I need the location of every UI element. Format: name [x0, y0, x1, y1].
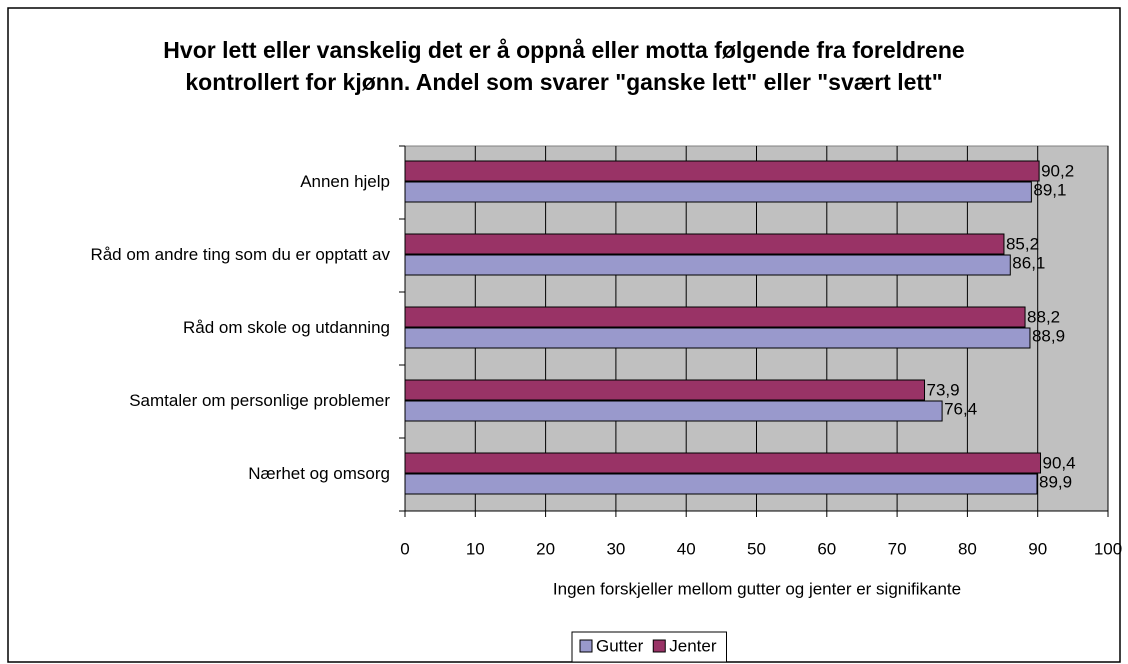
legend-label: Jenter: [669, 636, 717, 655]
bar: [404, 306, 1026, 328]
y-tick-label: Råd om andre ting som du er opptatt av: [90, 245, 390, 264]
x-tick-label: 30: [606, 539, 625, 558]
y-tick-label: Annen hjelp: [300, 172, 390, 191]
x-axis-label: Ingen forskjeller mellom gutter og jente…: [553, 579, 961, 598]
bar: [404, 181, 1032, 203]
x-tick-label: 20: [536, 539, 555, 558]
legend: [571, 631, 727, 663]
y-tick-label: Råd om skole og utdanning: [183, 318, 390, 337]
x-tick-label: 0: [400, 539, 409, 558]
legend-label: Gutter: [596, 636, 644, 655]
x-tick-label: 70: [888, 539, 907, 558]
bar: [404, 233, 1005, 255]
bar: [404, 160, 1040, 182]
value-label: 89,9: [1039, 472, 1072, 491]
legend-swatch: [652, 639, 666, 653]
x-tick-label: 40: [677, 539, 696, 558]
value-label: 88,2: [1027, 307, 1060, 326]
value-label: 90,2: [1041, 161, 1074, 180]
value-label: 88,9: [1032, 326, 1065, 345]
y-tick-label: Nærhet og omsorg: [248, 464, 390, 483]
x-tick-label: 100: [1094, 539, 1122, 558]
chart-title: kontrollert for kjønn. Andel som svarer …: [185, 69, 942, 95]
bar: [404, 400, 943, 422]
chart-title: Hvor lett eller vanskelig det er å oppnå…: [163, 37, 964, 63]
bar: [404, 473, 1038, 495]
x-tick-label: 90: [1028, 539, 1047, 558]
value-label: 86,1: [1012, 253, 1045, 272]
y-tick-label: Samtaler om personlige problemer: [129, 391, 390, 410]
bar: [404, 327, 1031, 349]
value-label: 89,1: [1033, 180, 1066, 199]
value-label: 85,2: [1006, 234, 1039, 253]
x-tick-label: 10: [466, 539, 485, 558]
bar: [404, 379, 926, 401]
value-label: 90,4: [1043, 453, 1076, 472]
bar: [404, 452, 1042, 474]
x-tick-label: 50: [747, 539, 766, 558]
bar: [404, 254, 1011, 276]
legend-swatch: [579, 639, 593, 653]
x-tick-label: 80: [958, 539, 977, 558]
value-label: 73,9: [927, 380, 960, 399]
value-label: 76,4: [944, 399, 977, 418]
x-tick-label: 60: [817, 539, 836, 558]
